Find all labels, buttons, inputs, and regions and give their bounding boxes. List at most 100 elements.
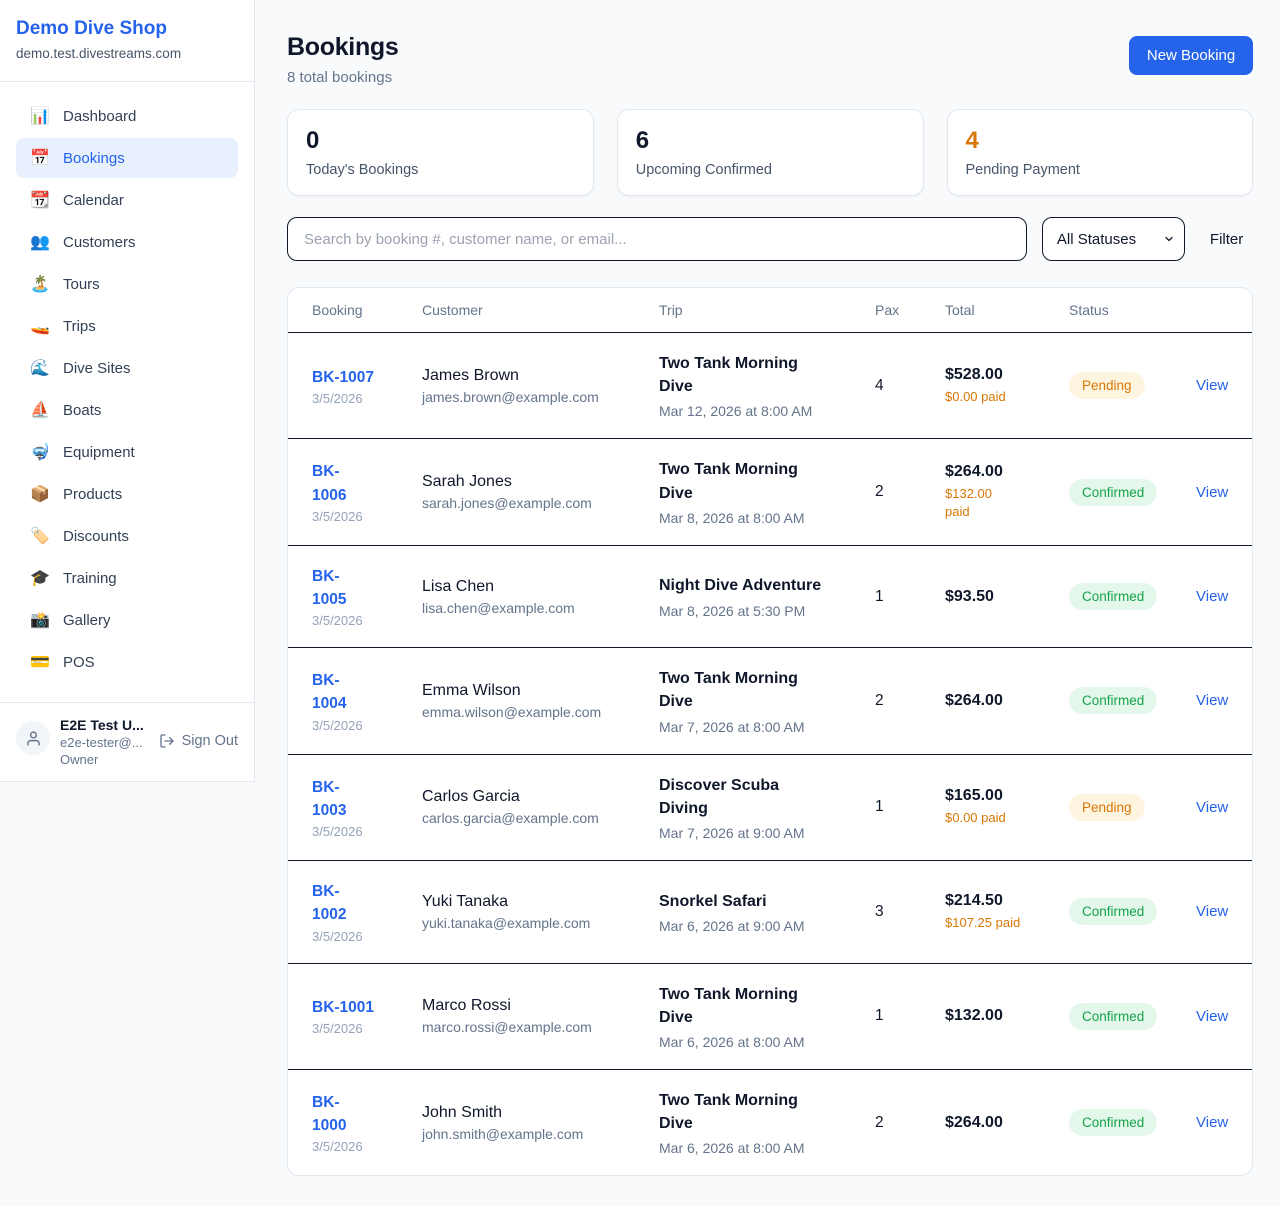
col-header-trip: Trip [659, 302, 683, 318]
sidebar-item[interactable]: 📆 Calendar [16, 180, 238, 220]
sidebar-item-label: Dashboard [63, 107, 137, 125]
booking-cell: BK-1007 3/5/2026 [312, 366, 422, 406]
sidebar-item[interactable]: 🤿 Equipment [16, 432, 238, 472]
booking-id-link[interactable]: BK-1001 [312, 999, 375, 1017]
total-cell: $165.00 $0.00 paid [945, 787, 1069, 827]
sidebar-item-label: Customers [63, 233, 136, 251]
view-link[interactable]: View [1196, 798, 1229, 816]
sidebar-item-label: Tours [63, 275, 100, 293]
stat-value: 6 [635, 127, 650, 154]
sidebar-item-icon: 🎓 [30, 570, 50, 587]
sign-out-label: Sign Out [181, 733, 238, 749]
bookings-table: Booking Customer Trip Pax Total Status B… [287, 287, 1254, 1177]
view-link[interactable]: View [1196, 1007, 1229, 1025]
brand-domain: demo.test.divestreams.com [16, 46, 182, 61]
stat-label: Upcoming Confirmed [635, 162, 772, 178]
booking-id-link[interactable]: BK- 1000 [312, 1093, 347, 1135]
brand-name: Demo Dive Shop [16, 18, 167, 39]
view-link[interactable]: View [1196, 692, 1229, 710]
sidebar-item-icon: 🏝️ [30, 276, 50, 293]
sidebar-item[interactable]: 👥 Customers [16, 222, 238, 262]
new-booking-button[interactable]: New Booking [1128, 36, 1254, 75]
status-cell: Confirmed [1069, 687, 1182, 715]
trip-date: Mar 6, 2026 at 8:00 AM [659, 1033, 805, 1050]
pax-value: 2 [875, 691, 884, 709]
table-row: BK- 1000 3/5/2026 John Smith john.smith@… [288, 1070, 1252, 1175]
customer-cell: Sarah Jones sarah.jones@example.com [422, 473, 659, 511]
status-select[interactable]: All Statuses [1041, 217, 1185, 261]
sidebar-item[interactable]: 📦 Products [16, 474, 238, 514]
customer-email: yuki.tanaka@example.com [422, 914, 591, 931]
sidebar-item-icon: 📊 [30, 108, 50, 125]
pax-value: 2 [875, 1113, 884, 1131]
view-link[interactable]: View [1196, 377, 1229, 395]
filter-row: All Statuses Filter [287, 217, 1253, 261]
booking-date: 3/5/2026 [312, 390, 363, 406]
sign-out-icon [159, 734, 174, 748]
total-cell: $214.50 $107.25 paid [945, 892, 1069, 932]
booking-id-link[interactable]: BK- 1006 [312, 463, 347, 504]
sidebar-item[interactable]: 💳 POS [16, 642, 238, 682]
view-link[interactable]: View [1196, 1114, 1229, 1132]
sidebar-item[interactable]: 🚤 Trips [16, 306, 238, 346]
booking-id-link[interactable]: BK-1007 [312, 368, 375, 386]
booking-id-link[interactable]: BK- 1004 [312, 672, 347, 713]
col-header-total: Total [945, 302, 975, 318]
sidebar-item[interactable]: ⛵ Boats [16, 390, 238, 430]
sidebar-item[interactable]: 📸 Gallery [16, 600, 238, 640]
customer-cell: Emma Wilson emma.wilson@example.com [422, 682, 659, 720]
sidebar-item-label: Dive Sites [63, 359, 131, 377]
total-amount: $264.00 [945, 462, 1003, 480]
customer-name: John Smith [422, 1103, 503, 1121]
pax-value: 1 [875, 1007, 884, 1025]
sidebar-item[interactable]: 📅 Bookings [16, 138, 238, 178]
sidebar-item-icon: 📦 [30, 486, 50, 503]
col-header-pax: Pax [875, 302, 900, 318]
trip-cell: Night Dive Adventure Mar 8, 2026 at 5:30… [659, 574, 875, 618]
filter-button[interactable]: Filter [1200, 231, 1253, 248]
sidebar-nav: 📊 Dashboard 📅 Bookings 📆 Calendar 👥 Cust… [0, 82, 254, 694]
total-amount: $264.00 [945, 691, 1003, 709]
view-link[interactable]: View [1196, 903, 1229, 921]
status-badge: Confirmed [1069, 687, 1158, 715]
sidebar-item-icon: 💳 [30, 654, 50, 671]
customer-cell: James Brown james.brown@example.com [422, 367, 659, 405]
view-link[interactable]: View [1196, 588, 1229, 605]
status-select-wrap: All Statuses [1041, 217, 1185, 261]
sidebar-item-label: POS [63, 653, 95, 671]
booking-id-link[interactable]: BK- 1002 [312, 883, 347, 924]
sidebar-item-label: Products [63, 485, 123, 503]
sign-out-button[interactable]: Sign Out [159, 733, 238, 749]
sidebar-item[interactable]: 📊 Dashboard [16, 96, 238, 136]
sidebar-item[interactable]: 🏝️ Tours [16, 264, 238, 304]
view-link[interactable]: View [1196, 483, 1229, 501]
sidebar-item-label: Bookings [63, 149, 125, 167]
booking-id-link[interactable]: BK- 1005 [312, 567, 347, 608]
trip-date: Mar 12, 2026 at 8:00 AM [659, 403, 813, 420]
total-cell: $264.00 [945, 692, 1069, 710]
trip-cell: Two Tank Morning Dive Mar 7, 2026 at 8:0… [659, 667, 875, 734]
booking-date: 3/5/2026 [312, 613, 363, 629]
trip-cell: Two Tank Morning Dive Mar 8, 2026 at 8:0… [659, 458, 875, 525]
col-header-customer: Customer [422, 302, 483, 318]
stat-card: 4 Pending Payment [946, 109, 1254, 196]
customer-cell: Lisa Chen lisa.chen@example.com [422, 578, 659, 616]
trip-name: Discover Scuba Diving [659, 776, 780, 817]
sidebar-item[interactable]: 🎓 Training [16, 558, 238, 598]
sidebar-item-label: Equipment [63, 443, 135, 461]
total-amount: $93.50 [945, 587, 994, 605]
sidebar-item-icon: 📅 [30, 150, 50, 167]
booking-date: 3/5/2026 [312, 1021, 363, 1037]
customer-email: lisa.chen@example.com [422, 599, 575, 616]
customer-email: sarah.jones@example.com [422, 495, 592, 512]
booking-date: 3/5/2026 [312, 717, 363, 733]
user-block: E2E Test U... e2e-tester@... Owner [60, 717, 149, 767]
col-header-status: Status [1069, 302, 1109, 318]
table-row: BK- 1005 3/5/2026 Lisa Chen lisa.chen@ex… [288, 546, 1253, 649]
search-input[interactable] [287, 217, 1027, 261]
sidebar-footer: E2E Test U... e2e-tester@... Owner Sign … [0, 702, 254, 781]
trip-date: Mar 7, 2026 at 9:00 AM [659, 825, 805, 841]
sidebar-item[interactable]: 🌊 Dive Sites [16, 348, 238, 388]
booking-id-link[interactable]: BK- 1003 [312, 778, 347, 819]
sidebar-item[interactable]: 🏷️ Discounts [16, 516, 238, 556]
